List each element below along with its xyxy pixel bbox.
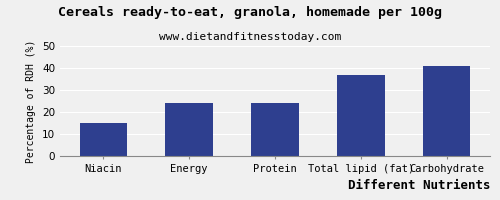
Bar bbox=[166, 103, 212, 156]
Bar bbox=[80, 123, 127, 156]
Bar bbox=[338, 75, 384, 156]
Bar bbox=[252, 103, 298, 156]
Text: Cereals ready-to-eat, granola, homemade per 100g: Cereals ready-to-eat, granola, homemade … bbox=[58, 6, 442, 19]
Y-axis label: Percentage of RDH (%): Percentage of RDH (%) bbox=[26, 39, 36, 163]
Bar bbox=[423, 66, 470, 156]
Text: Different Nutrients: Different Nutrients bbox=[348, 179, 490, 192]
Text: www.dietandfitnesstoday.com: www.dietandfitnesstoday.com bbox=[159, 32, 341, 42]
